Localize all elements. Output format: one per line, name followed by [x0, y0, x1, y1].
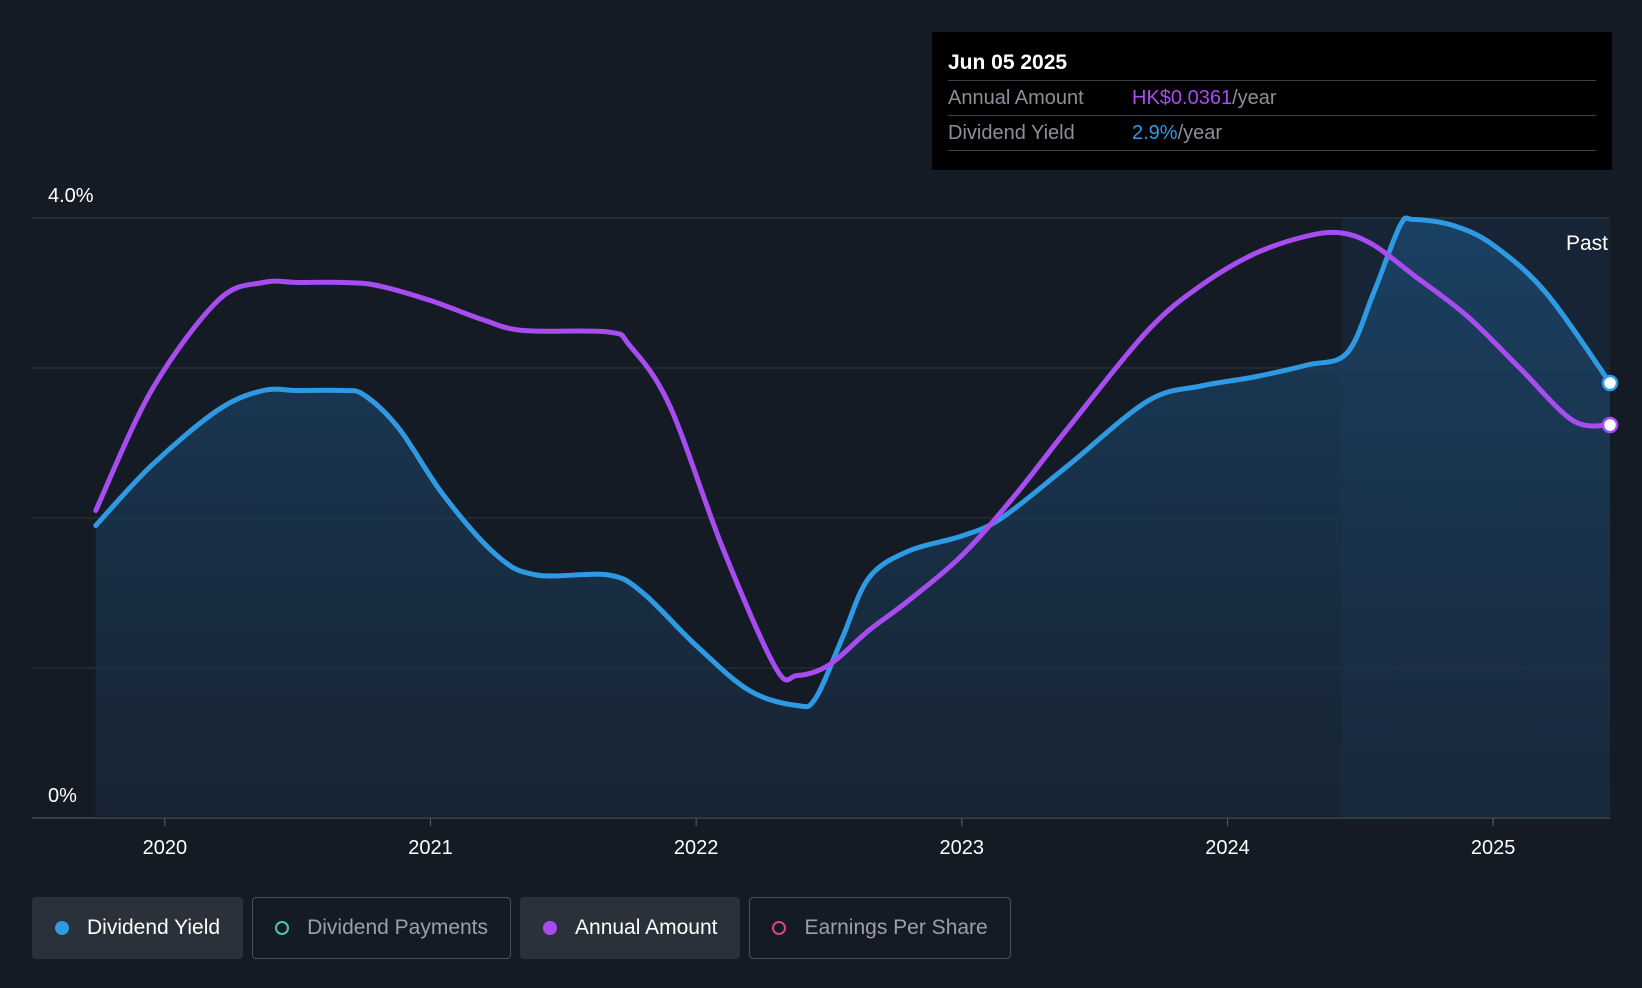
axis: 4.0% 0% 2020 2021 2022 2023 2024 2025 — [48, 185, 1515, 859]
tooltip-annual-amount-row: Annual Amount HK$0.0361 /year — [948, 81, 1596, 116]
legend-dot-icon — [543, 921, 558, 935]
legend-label: Earnings Per Share — [804, 916, 988, 939]
tooltip-dividend-yield-row: Dividend Yield 2.9% /year — [948, 116, 1596, 151]
legend-annual-amount[interactable]: Annual Amount — [520, 897, 741, 959]
legend-earnings-per-share[interactable]: Earnings Per Share — [749, 897, 1011, 959]
tooltip-annual-amount-label: Annual Amount — [948, 87, 1084, 109]
legend-dividend-payments[interactable]: Dividend Payments — [252, 897, 512, 959]
tooltip-date: Jun 05 2025 — [948, 46, 1596, 81]
legend-dot-icon — [275, 921, 290, 935]
x-tick-label: 2024 — [1205, 837, 1250, 859]
dividend-yield-line — [93, 215, 1613, 710]
tooltip: Jun 05 2025 Annual Amount HK$0.0361 /yea… — [932, 32, 1612, 170]
tooltip-annual-amount-unit: /year — [1232, 87, 1277, 109]
legend-dividend-yield[interactable]: Dividend Yield — [32, 897, 244, 959]
tooltip-dividend-yield-unit: /year — [1177, 122, 1223, 144]
series-lines — [93, 215, 1613, 710]
tooltip-annual-amount-value: HK$0.0361 — [1132, 87, 1233, 109]
end-markers — [1601, 374, 1619, 434]
x-tick-label: 2022 — [674, 837, 719, 859]
x-tick-label: 2021 — [408, 837, 453, 859]
past-label: Past — [1566, 232, 1608, 255]
y-tick-label: 4.0% — [48, 185, 94, 207]
area-layer — [95, 217, 1611, 819]
annual-amount-line — [93, 229, 1613, 683]
legend-label: Annual Amount — [575, 916, 718, 939]
dividend-yield-end-marker — [1601, 374, 1619, 392]
tooltip-dividend-yield-label: Dividend Yield — [948, 122, 1075, 144]
y-tick-label: 0% — [48, 785, 77, 807]
legend: Dividend Yield Dividend Payments Annual … — [32, 897, 1020, 959]
legend-label: Dividend Payments — [307, 916, 489, 939]
x-tick-label: 2020 — [143, 837, 188, 859]
legend-dot-icon — [55, 921, 69, 935]
annual-amount-end-marker — [1601, 416, 1619, 434]
legend-dot-icon — [772, 921, 787, 935]
legend-label: Dividend Yield — [87, 916, 221, 939]
dividend-yield-area — [95, 217, 1611, 819]
x-tick-label: 2025 — [1471, 837, 1516, 859]
x-tick-label: 2023 — [940, 837, 985, 859]
tooltip-dividend-yield-value: 2.9% — [1132, 122, 1178, 144]
